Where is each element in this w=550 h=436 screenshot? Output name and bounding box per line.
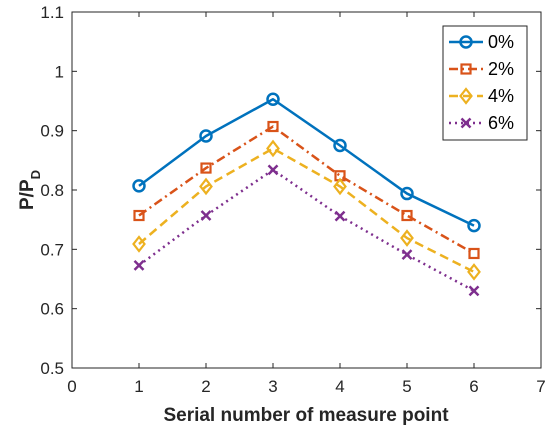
y-axis-label-subscript: D [28, 170, 43, 179]
x-tick-label: 6 [469, 377, 478, 396]
x-marker [401, 249, 413, 261]
x-tick-label: 2 [201, 377, 210, 396]
legend-label: 2% [488, 59, 514, 79]
series-line [138, 168, 475, 292]
circle-marker [132, 179, 146, 193]
circle-marker [199, 129, 213, 143]
y-axis: 0.5 0.6 0.7 0.8 0.9 1 1.1 [40, 3, 541, 378]
x-marker [460, 117, 472, 129]
y-tick-label: 0.6 [40, 300, 64, 319]
diamond-marker [400, 229, 414, 247]
x-marker [334, 210, 346, 222]
circle-marker [400, 186, 414, 201]
x-tick-label: 5 [402, 377, 411, 396]
legend-label: 6% [488, 113, 514, 133]
diamond-marker [467, 263, 481, 281]
y-axis-label: P/P [17, 179, 38, 210]
diamond-marker [199, 177, 213, 196]
legend-item: 2% [449, 59, 514, 79]
x-marker [267, 164, 279, 176]
y-tick-label: 0.7 [40, 240, 64, 259]
x-marker [468, 285, 480, 297]
legend-item: 4% [449, 86, 514, 106]
legend-box [442, 25, 528, 141]
x-tick-label: 7 [536, 377, 545, 396]
legend: 0% 2% 4% 6% [442, 25, 528, 141]
square-marker [133, 209, 145, 222]
y-tick-label: 1.1 [40, 3, 64, 22]
x-axis: 0 1 2 3 4 5 6 7 [67, 12, 546, 396]
x-tick-label: 1 [134, 377, 143, 396]
series-line [138, 97, 475, 227]
diamond-marker [333, 177, 347, 196]
legend-label: 0% [488, 32, 514, 52]
diamond-marker [459, 87, 473, 105]
circle-marker [459, 35, 473, 49]
square-marker [460, 63, 472, 75]
series-line [138, 147, 475, 273]
series-3 [133, 164, 480, 297]
square-marker [401, 209, 413, 222]
series-1 [133, 120, 480, 260]
square-marker [200, 162, 212, 174]
circle-marker [266, 92, 280, 106]
series-0 [132, 92, 481, 233]
x-tick-label: 3 [268, 377, 277, 396]
svg-text:P/PD: P/PD [17, 170, 43, 210]
y-axis-label-group: P/PD [17, 170, 43, 210]
legend-label: 4% [488, 86, 514, 106]
x-marker [200, 210, 212, 221]
x-tick-label: 4 [335, 377, 344, 396]
x-marker [133, 259, 145, 271]
y-tick-label: 0.8 [40, 181, 64, 200]
y-tick-label: 0.9 [40, 122, 64, 141]
y-tick-label: 0.5 [40, 359, 64, 378]
circle-marker [333, 138, 347, 153]
square-marker [267, 120, 279, 133]
circle-marker [467, 218, 481, 233]
legend-item: 0% [449, 32, 514, 52]
diamond-marker [266, 139, 280, 158]
series-layer [132, 92, 481, 297]
series-2 [132, 139, 481, 281]
x-axis-label: Serial number of measure point [163, 405, 449, 426]
y-tick-label: 1 [55, 62, 64, 81]
diamond-marker [132, 235, 146, 253]
square-marker [468, 247, 480, 260]
legend-item: 6% [449, 113, 514, 133]
x-tick-label: 0 [67, 377, 76, 396]
